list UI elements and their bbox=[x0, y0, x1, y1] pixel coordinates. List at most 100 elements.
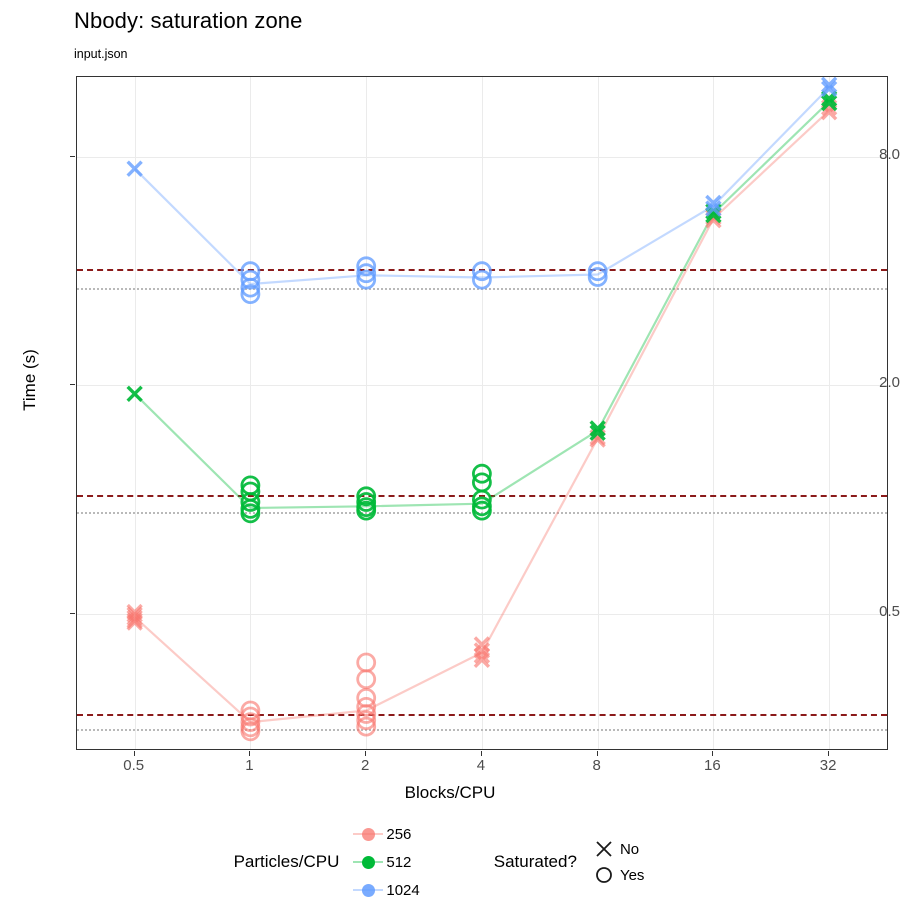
x-tick-mark-1 bbox=[249, 751, 251, 756]
series-line-512 bbox=[133, 100, 830, 510]
legend-key-particles-256[interactable]: 256 bbox=[353, 820, 435, 848]
x-tick-mark-6 bbox=[828, 751, 830, 756]
y-tick-mark-2 bbox=[70, 612, 75, 614]
point-circle-1024-9 bbox=[471, 269, 492, 290]
point-circle-256-6 bbox=[240, 706, 261, 727]
legend-shape-title: Saturated? bbox=[493, 852, 577, 871]
point-cross-1024-12 bbox=[705, 194, 722, 212]
x-tick-label-0: 0.5 bbox=[123, 757, 145, 774]
legend-color-title: Particles/CPU bbox=[233, 852, 340, 871]
point-cross-512-15 bbox=[589, 420, 606, 437]
gridline-x-6 bbox=[829, 77, 831, 749]
point-circle-1024-6 bbox=[356, 263, 377, 284]
x-tick-label-3: 4 bbox=[476, 757, 486, 774]
legend-key-saturated-Yes[interactable]: Yes bbox=[591, 862, 660, 888]
x-tick-mark-4 bbox=[596, 751, 598, 756]
point-circle-512-3 bbox=[240, 492, 261, 512]
point-cross-512-20 bbox=[820, 94, 838, 112]
reference-line-dashed-2 bbox=[77, 494, 887, 497]
point-cross-256-19 bbox=[473, 647, 491, 664]
gridline-x-2 bbox=[366, 77, 368, 749]
gridline-y-0 bbox=[77, 157, 887, 158]
legend-label-saturated-No: No bbox=[619, 840, 640, 858]
point-circle-1024-4 bbox=[240, 284, 261, 305]
legend-shape-group: Saturated? No Yes bbox=[494, 836, 667, 888]
point-circle-256-9 bbox=[240, 721, 261, 742]
point-circle-512-9 bbox=[356, 500, 377, 521]
y-tick-label-1: 2.0 bbox=[879, 374, 900, 392]
reference-line-dashed-4 bbox=[77, 714, 887, 716]
point-cross-256-20 bbox=[473, 651, 491, 669]
page-title: Nbody: saturation zone bbox=[74, 8, 303, 33]
legend-shape-keys: No Yes bbox=[591, 836, 666, 888]
y-tick-mark-0 bbox=[70, 156, 75, 157]
y-tick-label-2: 0.5 bbox=[879, 602, 900, 620]
plot-marks bbox=[126, 77, 838, 742]
x-tick-label-5: 16 bbox=[704, 757, 721, 774]
series-line-1024 bbox=[133, 86, 830, 286]
point-circle-512-14 bbox=[471, 500, 492, 521]
point-cross-1024-0 bbox=[126, 160, 143, 177]
x-tick-mark-3 bbox=[480, 751, 482, 756]
x-tick-mark-0 bbox=[133, 751, 135, 756]
legend-key-particles-512[interactable]: 512 bbox=[353, 848, 435, 876]
legend-swatch-256 bbox=[353, 820, 384, 848]
reference-line-dotted-5 bbox=[77, 729, 887, 732]
cross-icon bbox=[591, 836, 617, 862]
legend-dot-1024 bbox=[361, 883, 375, 897]
point-circle-512-6 bbox=[356, 486, 377, 507]
reference-line-dotted-3 bbox=[77, 511, 887, 514]
point-circle-1024-2 bbox=[240, 269, 261, 290]
x-axis-title: Blocks/CPU bbox=[404, 783, 496, 802]
series-points-512 bbox=[126, 90, 838, 524]
point-circle-1024-7 bbox=[356, 269, 377, 290]
legend-color-group: Particles/CPU 256 512 1024 bbox=[234, 820, 442, 904]
y-axis-title: Time (s) bbox=[20, 349, 39, 411]
x-tick-mark-5 bbox=[712, 751, 714, 756]
point-circle-512-7 bbox=[356, 492, 377, 512]
gridline-x-4 bbox=[597, 77, 599, 749]
legend-label-saturated-Yes: Yes bbox=[619, 866, 645, 884]
point-circle-256-15 bbox=[356, 710, 377, 731]
x-tick-mark-2 bbox=[365, 751, 367, 756]
point-cross-512-0 bbox=[126, 385, 143, 402]
legend-key-particles-1024[interactable]: 1024 bbox=[353, 876, 435, 904]
legend-label-512: 512 bbox=[386, 853, 412, 871]
point-circle-256-7 bbox=[240, 712, 261, 732]
circle-icon bbox=[591, 862, 617, 888]
point-cross-1024-14 bbox=[820, 77, 838, 93]
legend-key-saturated-No[interactable]: No bbox=[591, 836, 660, 862]
point-circle-1024-10 bbox=[587, 261, 608, 282]
gridline-y-1 bbox=[77, 385, 887, 387]
chart-subtitle: input.json bbox=[74, 47, 128, 61]
point-circle-512-5 bbox=[240, 503, 261, 524]
gridline-x-1 bbox=[250, 77, 252, 749]
gridline-x-0 bbox=[134, 77, 136, 749]
point-cross-1024-15 bbox=[820, 80, 838, 97]
point-circle-256-16 bbox=[356, 716, 377, 737]
point-cross-1024-13 bbox=[705, 200, 722, 217]
point-cross-256-4 bbox=[126, 614, 143, 631]
y-tick-mark-1 bbox=[70, 384, 75, 386]
x-tick-label-2: 2 bbox=[361, 757, 370, 774]
legend-color-keys: 256 512 1024 bbox=[353, 820, 441, 904]
legend-dot-512 bbox=[361, 855, 375, 869]
y-tick-label-0: 8.0 bbox=[879, 146, 900, 163]
point-cross-512-18 bbox=[705, 206, 722, 224]
point-cross-256-2 bbox=[126, 609, 143, 626]
legend-label-1024: 1024 bbox=[386, 881, 420, 899]
series-points-1024 bbox=[126, 77, 838, 305]
gridline-x-3 bbox=[481, 77, 483, 749]
point-circle-256-13 bbox=[356, 697, 377, 717]
legend-dot-256 bbox=[361, 827, 375, 841]
legend-swatch-1024 bbox=[353, 876, 384, 904]
x-tick-label-1: 1 bbox=[245, 757, 254, 774]
point-circle-1024-5 bbox=[356, 256, 377, 277]
point-circle-256-14 bbox=[356, 704, 377, 724]
gridline-x-5 bbox=[713, 77, 715, 749]
point-circle-256-10 bbox=[356, 652, 377, 673]
legend: Particles/CPU 256 512 1024 Saturated? No Ye… bbox=[0, 826, 900, 899]
legend-swatch-512 bbox=[353, 848, 384, 876]
point-circle-1024-11 bbox=[587, 267, 608, 287]
